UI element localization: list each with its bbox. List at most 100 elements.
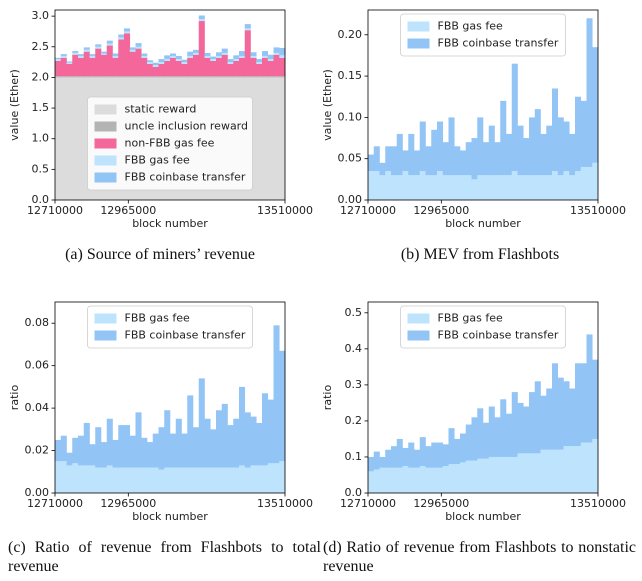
bar — [465, 142, 472, 176]
bar — [55, 60, 62, 77]
bar — [563, 446, 570, 493]
y-tick-label: 0.10 — [338, 110, 363, 123]
bar — [511, 456, 518, 493]
bar — [164, 60, 171, 77]
bar — [164, 467, 171, 493]
bar — [83, 422, 90, 466]
bar — [454, 438, 461, 465]
bar — [181, 433, 188, 468]
legend-swatch — [94, 121, 117, 132]
legend-label: non-FBB gas fee — [125, 137, 215, 150]
bar — [210, 429, 217, 468]
bar — [483, 458, 490, 493]
bar — [391, 146, 398, 176]
legend-swatch — [94, 313, 117, 324]
y-tick-label: 1.0 — [32, 132, 50, 145]
bar — [256, 465, 263, 493]
y-tick-label: 2.5 — [32, 40, 50, 53]
bar — [517, 175, 524, 200]
bar — [488, 406, 495, 457]
y-tick-label: 0.0 — [345, 486, 363, 499]
bar — [580, 100, 587, 167]
bar — [227, 425, 234, 468]
y-tick-label: 0.04 — [25, 401, 50, 414]
bar — [391, 446, 398, 468]
bar — [256, 59, 263, 63]
bar — [250, 416, 257, 466]
bar — [483, 175, 490, 200]
bar — [523, 453, 530, 493]
bar — [267, 76, 274, 78]
bar — [141, 437, 148, 468]
bar — [529, 392, 536, 454]
bar — [106, 40, 113, 44]
bar — [273, 325, 280, 464]
legend-box — [87, 96, 253, 191]
bar — [239, 465, 246, 493]
bar — [465, 424, 472, 461]
legend-swatch — [94, 138, 117, 149]
bar — [221, 54, 228, 77]
bar — [569, 175, 576, 200]
bar — [534, 175, 541, 200]
bar — [198, 21, 205, 77]
bar — [511, 63, 518, 172]
bar — [586, 334, 593, 443]
bar — [210, 467, 217, 493]
bar — [78, 54, 85, 56]
bar — [262, 393, 269, 466]
bar — [233, 418, 240, 468]
bar — [569, 388, 576, 447]
bar — [95, 467, 102, 493]
bar — [89, 444, 96, 466]
bar — [106, 43, 113, 46]
bar — [396, 467, 403, 493]
legend-swatch — [407, 313, 430, 324]
bar — [95, 76, 102, 78]
bar — [273, 77, 280, 200]
bar — [442, 175, 449, 200]
bar — [523, 138, 530, 176]
y-tick-label: 3.0 — [32, 9, 50, 22]
y-axis-label: value (Ether) — [321, 69, 334, 141]
legend-label: uncle inclusion reward — [125, 120, 249, 133]
bar — [72, 52, 79, 55]
bar — [244, 30, 251, 77]
y-tick-label: 0.1 — [345, 450, 363, 463]
bar — [425, 175, 432, 200]
bar — [546, 449, 553, 493]
legend-label: static reward — [125, 103, 197, 116]
bar — [279, 57, 286, 77]
bar — [250, 76, 257, 78]
bar — [158, 427, 165, 470]
bar — [135, 467, 142, 493]
bar — [448, 175, 455, 200]
bar — [60, 54, 67, 56]
legend-label: FBB coinbase transfer — [125, 329, 246, 342]
bar — [152, 433, 159, 468]
bar — [187, 467, 194, 493]
bar — [187, 76, 194, 78]
bar — [141, 55, 148, 58]
bar — [425, 446, 432, 468]
bar — [175, 60, 182, 77]
bar — [158, 63, 165, 77]
bar — [563, 121, 570, 172]
bar — [448, 117, 455, 176]
x-axis-label: block number — [445, 217, 521, 230]
bar — [379, 175, 386, 200]
bar — [494, 175, 501, 200]
bar — [181, 467, 188, 493]
bar — [414, 449, 421, 468]
bar — [112, 439, 119, 468]
bar — [181, 63, 188, 77]
legend-label: FBB coinbase transfer — [438, 329, 559, 342]
bar — [181, 76, 188, 78]
bar — [135, 43, 142, 47]
bar — [210, 59, 217, 61]
bar — [262, 76, 269, 78]
bar — [500, 175, 507, 200]
x-tick-label: 12710000 — [340, 497, 396, 510]
legend-label: FBB coinbase transfer — [125, 171, 246, 184]
bar — [112, 76, 119, 78]
